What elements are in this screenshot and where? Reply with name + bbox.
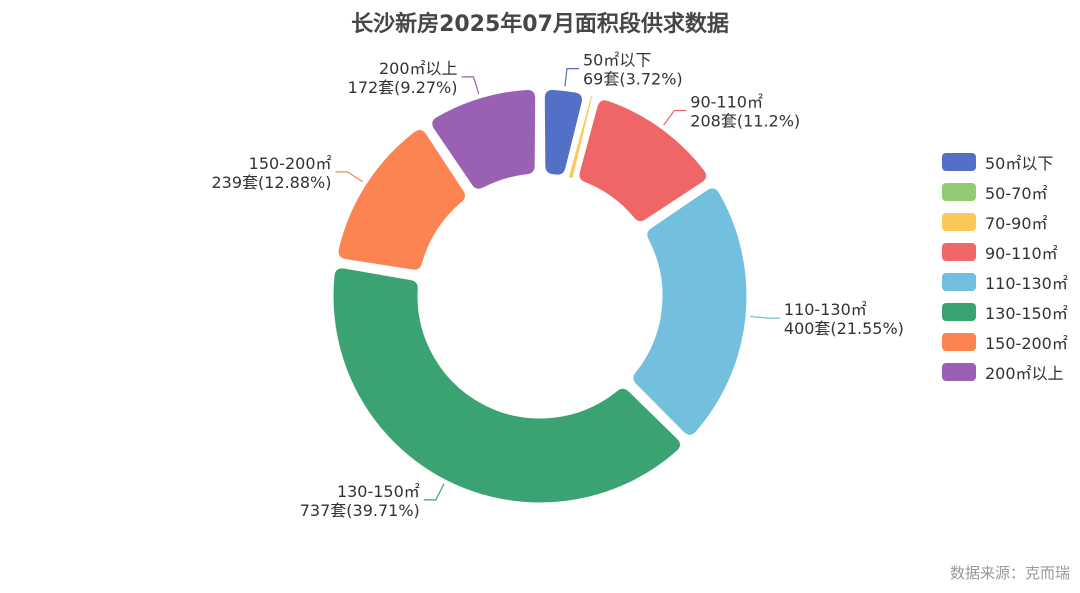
legend-label: 150-200㎡ [985,334,1068,353]
slice-label-value: 737套(39.71%) [300,501,420,520]
slice-label-value: 208套(11.2%) [690,112,800,131]
slice-50㎡以下[interactable] [543,88,583,176]
legend-item[interactable]: 150-200㎡ [942,327,1078,357]
legend-swatch [942,303,976,321]
legend-label: 200㎡以上 [985,364,1064,383]
legend-label: 130-150㎡ [985,304,1068,323]
label-line [749,315,780,319]
legend-item[interactable]: 130-150㎡ [942,297,1078,327]
legend-item[interactable]: 90-110㎡ [942,237,1078,267]
legend-label: 90-110㎡ [985,244,1058,263]
chart-legend: 50㎡以下 50-70㎡ 70-90㎡ 90-110㎡ 110-130㎡ 130-150㎡… [942,147,1078,387]
slice-label-name: 90-110㎡ [690,93,763,112]
legend-item[interactable]: 110-130㎡ [942,267,1078,297]
slice-70-90㎡[interactable] [567,94,594,181]
slice-label-name: 50㎡以下 [583,51,651,70]
label-line [564,67,579,87]
legend-swatch [942,333,976,351]
legend-swatch [942,213,976,231]
slice-110-130㎡[interactable] [632,187,748,436]
slice-label-value: 239套(12.88%) [211,173,331,192]
legend-label: 50㎡以下 [985,154,1054,173]
slice-200㎡以上[interactable] [431,88,537,190]
slice-label-name: 200㎡以上 [379,59,458,78]
label-line [423,483,445,501]
slice-label-name: 110-130㎡ [784,300,867,319]
legend-swatch [942,153,976,171]
slice-label-name: 150-200㎡ [249,154,332,173]
label-line [461,76,480,95]
legend-swatch [942,273,976,291]
legend-item[interactable]: 50㎡以下 [942,147,1078,177]
slice-label-name: 130-150㎡ [337,482,420,501]
slice-label-value: 172套(9.27%) [348,78,458,97]
chart-title: 长沙新房2025年07月面积段供求数据 [351,12,729,37]
legend-item[interactable]: 50-70㎡ [942,177,1078,207]
label-line [663,109,687,126]
legend-item[interactable]: 70-90㎡ [942,207,1078,237]
legend-swatch [942,183,976,201]
slice-150-200㎡[interactable] [337,129,466,271]
slice-label-value: 69套(3.72%) [583,70,683,89]
legend-label: 110-130㎡ [985,274,1068,293]
slice-90-110㎡[interactable] [578,99,708,223]
legend-swatch [942,243,976,261]
data-source-note: 数据来源：克而瑞 [949,564,1070,582]
slice-130-150㎡[interactable] [332,267,682,504]
legend-label: 50-70㎡ [985,184,1048,203]
slice-label-value: 400套(21.55%) [784,319,904,338]
legend-swatch [942,363,976,381]
legend-item[interactable]: 200㎡以上 [942,357,1078,387]
label-line [335,171,364,183]
legend-label: 70-90㎡ [985,214,1048,233]
